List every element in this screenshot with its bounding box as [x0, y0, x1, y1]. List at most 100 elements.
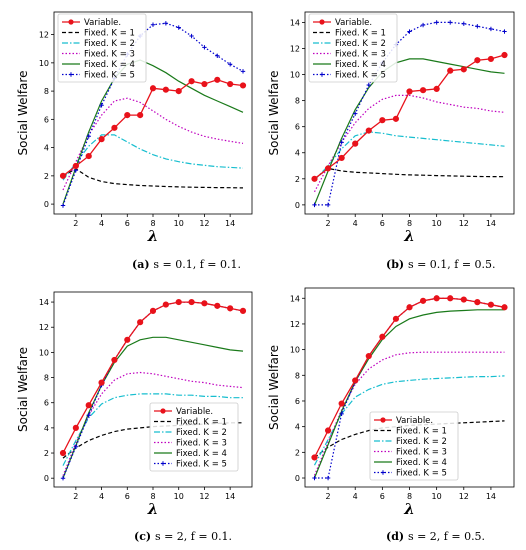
chart-a-point-variable [175, 88, 182, 95]
chart-b-point-variable [501, 51, 508, 59]
chart-a-legend-label-fixed-k-1: Fixed. K = 1 [84, 29, 135, 39]
chart-a-xtick-label: 10 [174, 219, 184, 228]
chart-a-caption-text: s = 0.1, f = 0.1. [153, 258, 241, 271]
chart-b-legend-label-fixed-k-3: Fixed. K = 3 [335, 50, 386, 60]
chart-a-point-fixed-k-5 [99, 103, 104, 108]
chart-a-point-fixed-k-5 [150, 22, 156, 27]
chart-d-point-variable [311, 454, 318, 461]
chart-d-point-variable [324, 427, 332, 434]
chart-d-ytick-label: 0 [295, 474, 300, 483]
chart-b-point-variable [338, 154, 345, 162]
chart-c-xtick-label: 14 [225, 492, 235, 501]
chart-a-ylabel: Social Welfare [16, 71, 30, 156]
chart-d-caption-text: s = 2, f = 0.5. [408, 530, 485, 543]
chart-b-point-variable [460, 66, 467, 73]
chart-b-caption-label: (b) [386, 258, 408, 271]
chart-c-legend-marker-variable [160, 408, 166, 414]
chart-c-ytick-label: 12 [39, 323, 49, 332]
chart-d-legend-label-fixed-k-4: Fixed. K = 4 [396, 458, 447, 468]
chart-c-ylabel: Social Welfare [16, 347, 30, 432]
chart-a-legend-label-fixed-k-2: Fixed. K = 2 [84, 39, 135, 49]
chart-c-legend-label-fixed-k-4: Fixed. K = 4 [176, 449, 227, 459]
chart-b-series-fixed-k-2 [314, 131, 505, 181]
chart-c-ytick-label: 0 [44, 474, 49, 483]
chart-d-xtick-label: 12 [459, 492, 469, 501]
chart-d-legend-label-fixed-k-1: Fixed. K = 1 [396, 427, 447, 437]
chart-b-point-variable [365, 127, 372, 134]
chart-c-legend-label-fixed-k-1: Fixed. K = 1 [176, 418, 227, 428]
chart-b-point-fixed-k-5 [366, 82, 371, 88]
chart-b-point-variable [406, 88, 413, 95]
chart-c-point-variable [111, 356, 118, 364]
chart-d-series-fixed-k-2 [313, 375, 505, 466]
chart-c-point-variable [239, 307, 247, 314]
chart-b-ytick-label: 6 [295, 123, 300, 132]
chart-b-point-fixed-k-5 [502, 29, 507, 34]
chart-c-xtick-label: 10 [174, 492, 184, 501]
chart-d-legend-marker-fixed-k-5 [380, 470, 386, 475]
chart-d-xtick-label: 10 [432, 492, 442, 501]
chart-b-xlabel: λ [403, 227, 415, 245]
chart-b-xtick-label: 2 [326, 219, 331, 228]
chart-b-xtick-label: 10 [432, 219, 442, 228]
chart-a-point-variable [149, 85, 157, 92]
chart-c-point-variable [175, 298, 182, 306]
chart-d-point-variable [379, 333, 386, 340]
chart-b-point-fixed-k-5 [488, 26, 494, 32]
chart-d-caption-label: (d) [386, 530, 408, 543]
chart-d-point-variable [406, 304, 413, 311]
chart-a-plot-area [59, 21, 247, 208]
chart-c-caption-text: s = 2, f = 0.1. [155, 530, 232, 543]
chart-a-ytick-label: 4 [44, 144, 49, 153]
chart-a-point-fixed-k-5 [163, 21, 169, 26]
chart-c-point-fixed-k-5 [86, 413, 91, 418]
chart-d-legend-label-variable: Variable. [396, 416, 433, 426]
chart-d-point-fixed-k-5 [325, 475, 331, 481]
chart-d-legend-label-fixed-k-5: Fixed. K = 5 [396, 469, 447, 479]
chart-c-ytick-label: 2 [44, 449, 49, 458]
chart-d-series-fixed-k-3 [313, 351, 505, 476]
chart-c-point-variable [162, 301, 169, 308]
chart-a-legend-marker-variable [68, 19, 74, 25]
chart-a-point-fixed-k-5 [240, 69, 246, 74]
chart-d-ytick-label: 10 [290, 346, 300, 355]
chart-d-ytick-label: 14 [290, 294, 300, 303]
chart-a-series-fixed-k-3 [62, 97, 244, 191]
chart-c-point-variable [72, 424, 79, 431]
chart-b-ylabel: Social Welfare [267, 71, 281, 156]
chart-b-point-fixed-k-5 [312, 202, 317, 208]
chart-a-point-variable [59, 172, 67, 179]
chart-b-point-variable [447, 67, 454, 74]
chart-b-legend-box [308, 13, 398, 83]
chart-a-point-fixed-k-5 [227, 62, 233, 67]
chart-c-xtick-label: 8 [150, 492, 155, 501]
chart-a-point-fixed-k-5 [202, 45, 207, 50]
chart-a-legend-marker-fixed-k-5 [68, 72, 74, 77]
chart-c-point-fixed-k-5 [73, 444, 79, 449]
chart-b-point-fixed-k-5 [434, 20, 439, 25]
chart-d-xtick-label: 6 [380, 492, 385, 501]
chart-d-series-fixed-k-4 [313, 309, 505, 479]
chart-c-point-fixed-k-5 [60, 475, 66, 481]
chart-c-ytick-label: 8 [44, 374, 49, 383]
chart-b-legend-label-fixed-k-1: Fixed. K = 1 [335, 29, 386, 39]
chart-a-series-fixed-k-4 [62, 59, 244, 205]
chart-a-xtick-label: 14 [225, 219, 235, 228]
chart-b-point-fixed-k-5 [353, 111, 358, 116]
chart-a-caption-label: (a) [132, 258, 153, 271]
chart-b-series-fixed-k-1 [314, 167, 505, 180]
chart-b-ytick-label: 2 [295, 175, 300, 184]
chart-a-legend-label-fixed-k-3: Fixed. K = 3 [84, 50, 135, 60]
chart-c-point-variable [149, 307, 157, 314]
chart-a-legend-label-variable: Variable. [84, 18, 121, 28]
chart-b-point-fixed-k-5 [475, 24, 480, 29]
chart-d-caption: (d) s = 2, f = 0.5. [386, 530, 485, 543]
chart-c-series-fixed-k-4 [62, 336, 244, 479]
chart-d-point-variable [352, 377, 359, 384]
chart-c-xtick-label: 12 [199, 492, 209, 501]
chart-c-legend-label-fixed-k-2: Fixed. K = 2 [176, 428, 227, 438]
chart-b-series-fixed-k-5 [314, 21, 505, 206]
chart-d-point-variable [338, 400, 345, 407]
chart-b-legend-marker-fixed-k-5 [319, 72, 325, 77]
